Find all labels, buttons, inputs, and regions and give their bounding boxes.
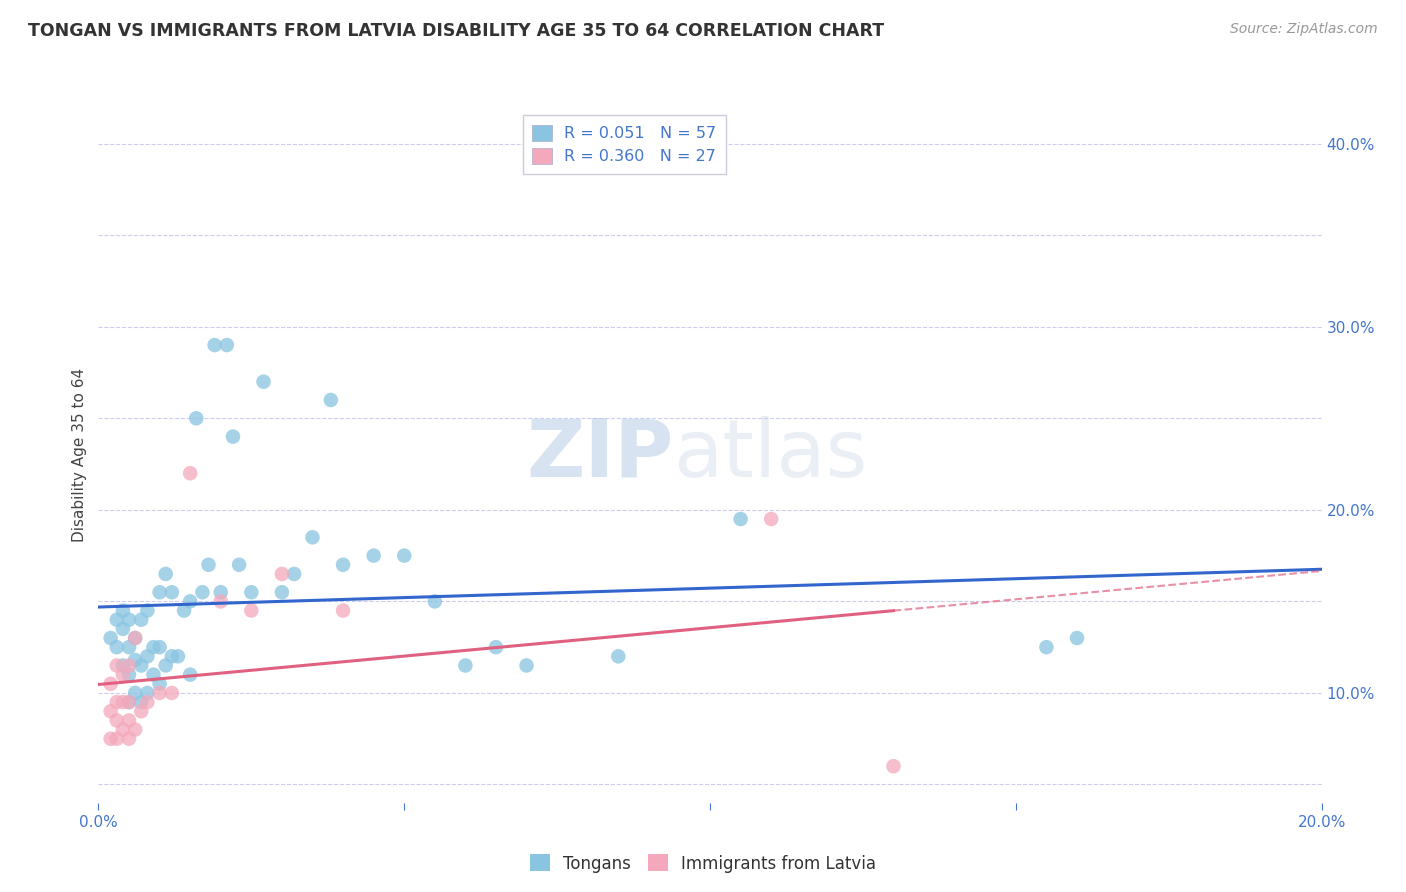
Point [209, 585, 232, 599]
Point [363, 549, 385, 563]
Point [730, 512, 752, 526]
Point [124, 631, 146, 645]
Point [1035, 640, 1057, 655]
Point [186, 411, 208, 425]
Point [118, 731, 141, 746]
Text: atlas: atlas [673, 416, 868, 494]
Point [240, 585, 263, 599]
Point [111, 622, 134, 636]
Point [149, 640, 172, 655]
Point [136, 695, 159, 709]
Point [883, 759, 905, 773]
Point [149, 585, 172, 599]
Point [167, 649, 190, 664]
Point [301, 530, 323, 544]
Point [118, 695, 141, 709]
Point [191, 585, 214, 599]
Point [179, 667, 201, 681]
Point [111, 667, 134, 681]
Point [485, 640, 508, 655]
Point [423, 594, 446, 608]
Point [228, 558, 250, 572]
Point [105, 714, 128, 728]
Point [160, 649, 183, 664]
Point [209, 594, 232, 608]
Point [332, 603, 354, 617]
Point [607, 649, 630, 664]
Point [392, 549, 416, 563]
Point [516, 658, 538, 673]
Point [111, 723, 134, 737]
Point [118, 640, 141, 655]
Point [124, 686, 146, 700]
Point [149, 677, 172, 691]
Point [160, 585, 183, 599]
Point [124, 723, 146, 737]
Point [454, 658, 477, 673]
Point [136, 686, 159, 700]
Point [118, 714, 141, 728]
Point [111, 695, 134, 709]
Point [215, 338, 238, 352]
Point [332, 558, 354, 572]
Y-axis label: Disability Age 35 to 64: Disability Age 35 to 64 [72, 368, 87, 542]
Point [111, 658, 134, 673]
Point [118, 667, 141, 681]
Point [1066, 631, 1088, 645]
Point [252, 375, 274, 389]
Point [270, 566, 292, 581]
Point [240, 603, 263, 617]
Point [204, 338, 226, 352]
Point [100, 731, 122, 746]
Legend: Tongans, Immigrants from Latvia: Tongans, Immigrants from Latvia [523, 847, 883, 880]
Text: ZIP: ZIP [526, 416, 673, 494]
Point [222, 429, 245, 443]
Point [124, 653, 146, 667]
Point [129, 613, 152, 627]
Point [129, 704, 152, 718]
Point [319, 392, 342, 407]
Point [100, 631, 122, 645]
Point [105, 695, 128, 709]
Point [118, 613, 141, 627]
Point [100, 704, 122, 718]
Point [100, 677, 122, 691]
Text: Source: ZipAtlas.com: Source: ZipAtlas.com [1230, 22, 1378, 37]
Point [129, 695, 152, 709]
Point [270, 585, 292, 599]
Point [136, 649, 159, 664]
Point [105, 731, 128, 746]
Point [118, 658, 141, 673]
Point [179, 467, 201, 481]
Point [155, 566, 177, 581]
Point [136, 603, 159, 617]
Text: TONGAN VS IMMIGRANTS FROM LATVIA DISABILITY AGE 35 TO 64 CORRELATION CHART: TONGAN VS IMMIGRANTS FROM LATVIA DISABIL… [28, 22, 884, 40]
Point [160, 686, 183, 700]
Point [173, 603, 195, 617]
Point [179, 594, 201, 608]
Point [283, 566, 305, 581]
Point [124, 631, 146, 645]
Point [118, 695, 141, 709]
Point [111, 603, 134, 617]
Point [129, 658, 152, 673]
Point [197, 558, 219, 572]
Point [155, 658, 177, 673]
Point [105, 613, 128, 627]
Point [142, 667, 165, 681]
Point [759, 512, 782, 526]
Point [149, 686, 172, 700]
Legend: R = 0.051   N = 57, R = 0.360   N = 27: R = 0.051 N = 57, R = 0.360 N = 27 [523, 115, 725, 174]
Point [142, 640, 165, 655]
Point [105, 658, 128, 673]
Point [105, 640, 128, 655]
